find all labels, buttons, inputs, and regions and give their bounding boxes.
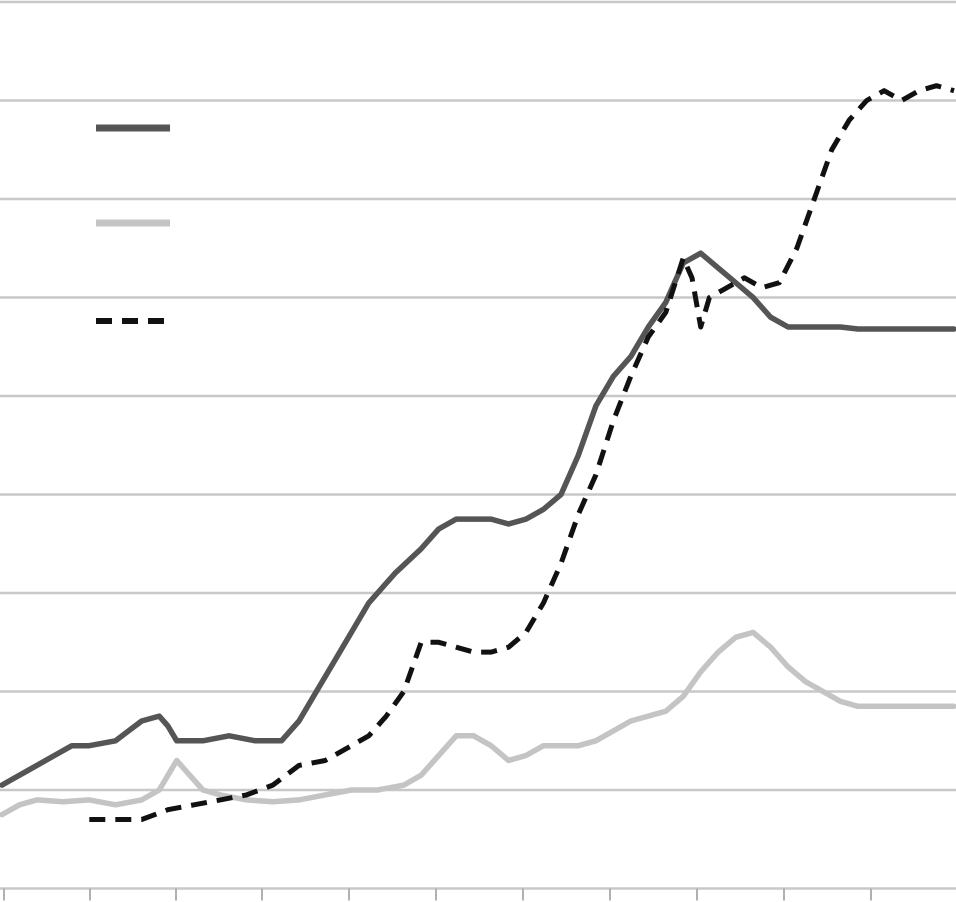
gridlines: [0, 0, 956, 792]
legend: [96, 124, 170, 324]
x-axis: [0, 887, 956, 901]
series-line-2: [0, 629, 956, 818]
series-lines: [0, 83, 956, 822]
series-line-3: [89, 83, 955, 822]
series-line-1: [0, 250, 956, 788]
